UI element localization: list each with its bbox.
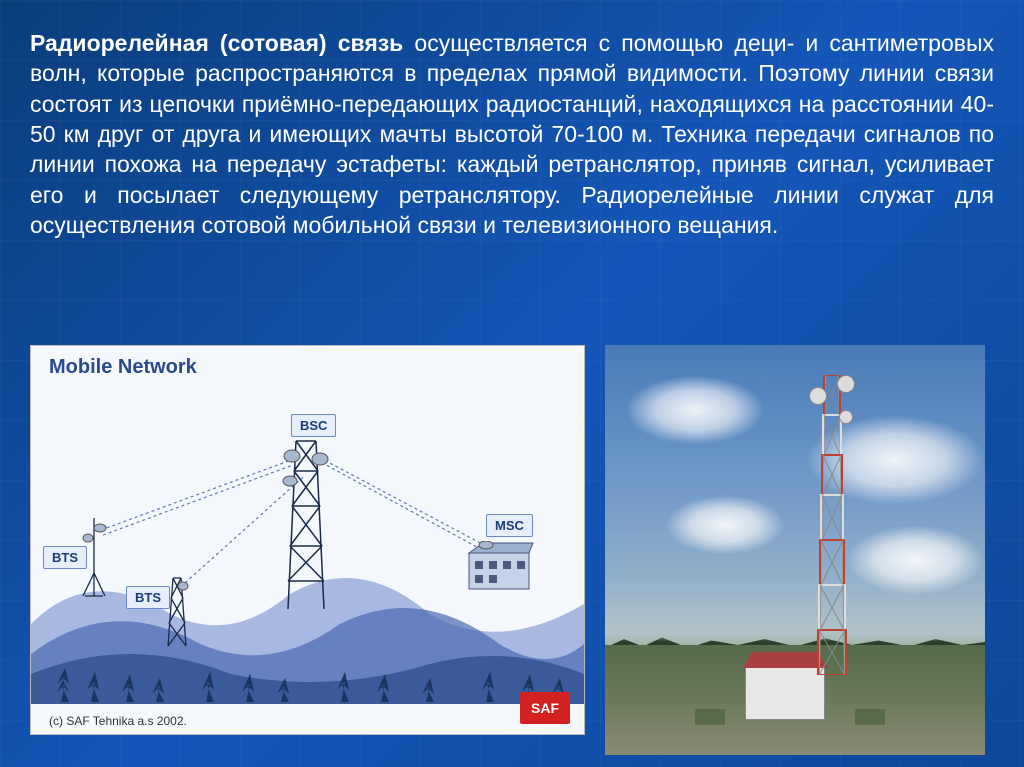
label-bts-1: BTS <box>43 546 87 569</box>
tower-dish-3 <box>839 410 853 424</box>
diagram-copyright: (c) SAF Tehnika a.s 2002. <box>49 714 187 728</box>
title-bold: Радиорелейная (сотовая) связь <box>30 30 403 56</box>
cloud-4 <box>845 525 985 595</box>
photo-building <box>745 665 825 720</box>
cloud-1 <box>625 375 765 445</box>
label-bsc: BSC <box>291 414 336 437</box>
vehicle-2 <box>855 709 885 725</box>
label-msc: MSC <box>486 514 533 537</box>
mobile-network-diagram: Mobile Network <box>30 345 585 735</box>
diagram-title: Mobile Network <box>49 356 197 379</box>
body-text: осуществляется с помощью деци- и сантиме… <box>30 30 994 238</box>
tower-dish-1 <box>837 375 855 393</box>
msc-building <box>461 541 536 591</box>
tower-dish-2 <box>809 387 827 405</box>
main-paragraph: Радиорелейная (сотовая) связь осуществля… <box>30 28 994 241</box>
cloud-3 <box>665 495 785 555</box>
slide-content: Радиорелейная (сотовая) связь осуществля… <box>0 0 1024 241</box>
saf-logo: SAF <box>520 692 570 724</box>
tower-photo <box>605 345 985 755</box>
vehicle-1 <box>695 709 725 725</box>
images-row: Mobile Network <box>0 345 1015 755</box>
bsc-tower <box>286 441 326 611</box>
label-bts-2: BTS <box>126 586 170 609</box>
